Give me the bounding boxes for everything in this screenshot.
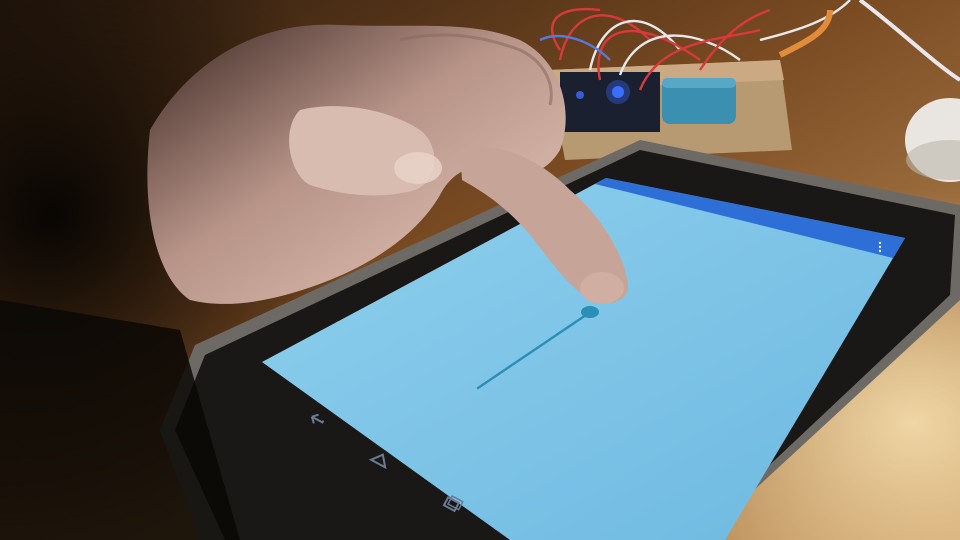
home-icon[interactable] <box>368 451 390 470</box>
more-vert-icon[interactable] <box>878 241 882 253</box>
fingertip <box>580 272 624 304</box>
tablet-screen <box>262 178 905 540</box>
drawing-canvas[interactable] <box>476 306 599 390</box>
foreground-shadow <box>0 300 240 540</box>
index-finger <box>460 147 629 304</box>
knuckles <box>399 33 553 106</box>
thumbnail <box>394 152 442 184</box>
drawn-line <box>476 313 588 390</box>
back-icon[interactable] <box>309 412 325 426</box>
blue-led <box>612 86 624 98</box>
tablet <box>160 140 960 540</box>
capacitor <box>662 78 736 124</box>
wires <box>539 0 960 91</box>
circuit-board <box>548 60 792 160</box>
hand <box>147 24 629 304</box>
touch-point <box>581 306 599 318</box>
recents-icon[interactable] <box>442 495 464 513</box>
nav-bar <box>309 412 464 513</box>
lamp-base-shadow <box>906 140 960 180</box>
action-bar <box>595 178 905 258</box>
